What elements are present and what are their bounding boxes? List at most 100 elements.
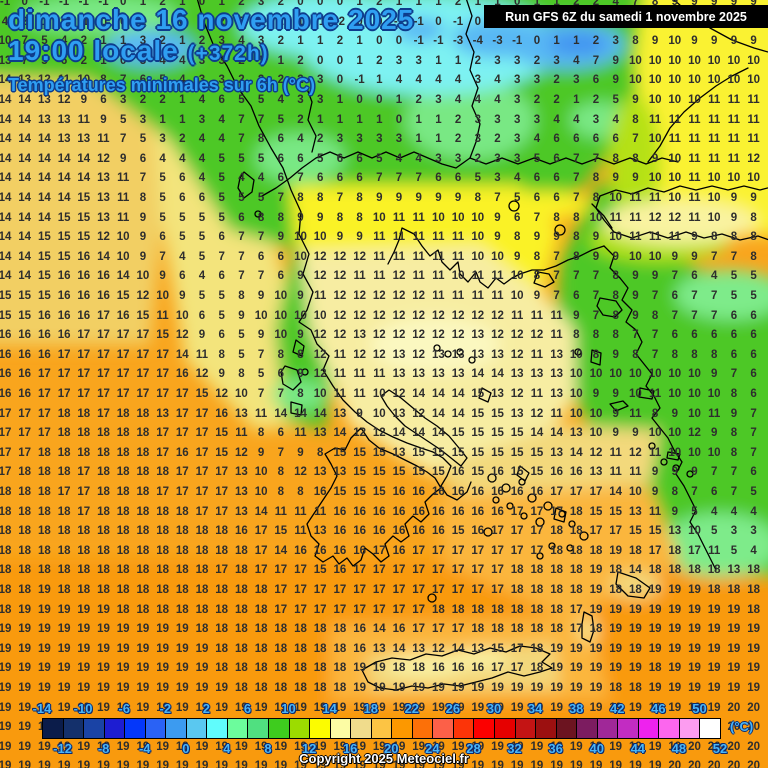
grid-value: 14 <box>392 642 406 655</box>
grid-value: 9 <box>691 466 698 479</box>
grid-value: 1 <box>376 113 383 126</box>
grid-value: 16 <box>175 368 189 381</box>
grid-value: 3 <box>513 54 521 67</box>
grid-value: 17 <box>510 662 524 675</box>
grid-value: 7 <box>750 427 757 440</box>
grid-value: 8 <box>277 486 284 498</box>
grid-value: 8 <box>750 250 757 263</box>
grid-value: 4 <box>1 15 9 28</box>
title-time: 19:00 locale <box>8 35 179 66</box>
grid-value: 10 <box>727 172 741 185</box>
grid-value: 14 <box>18 231 32 244</box>
grid-value: 17 <box>156 348 169 361</box>
grid-value: 18 <box>37 486 51 498</box>
grid-value: 7 <box>494 192 501 204</box>
grid-value: 9 <box>218 368 225 381</box>
grid-value: 8 <box>651 309 659 322</box>
grid-value: 1 <box>297 15 304 28</box>
grid-value: 15 <box>491 446 504 459</box>
grid-value: 19 <box>136 682 150 694</box>
scale-label: -10 <box>73 701 93 716</box>
grid-value: 19 <box>37 642 51 655</box>
grid-value: 16 <box>0 368 12 381</box>
grid-value: 18 <box>569 505 583 518</box>
grid-value: 7 <box>592 54 600 67</box>
grid-value: 11 <box>708 94 721 106</box>
grid-value: 6 <box>710 486 718 498</box>
grid-value: 10 <box>589 368 603 381</box>
grid-value: 18 <box>254 642 268 655</box>
grid-value: 12 <box>333 250 347 263</box>
grid-value: 1 <box>435 54 442 67</box>
grid-value: 19 <box>628 740 642 753</box>
grid-value: 6 <box>218 231 225 244</box>
scale-cell <box>494 718 516 739</box>
grid-value: 3 <box>513 133 521 146</box>
grid-value: 9 <box>750 192 757 204</box>
grid-value: 9 <box>612 74 619 87</box>
grid-value: 16 <box>333 544 347 557</box>
grid-value: 16 <box>431 662 445 675</box>
grid-value: 11 <box>727 94 740 106</box>
grid-value: 20 <box>727 760 741 768</box>
scale-label: 20 <box>384 741 399 756</box>
grid-value: 18 <box>97 564 110 577</box>
grid-value: 6 <box>277 172 284 185</box>
grid-value: 19 <box>57 642 71 655</box>
grid-value: 9 <box>356 231 363 244</box>
grid-value: 10 <box>727 54 741 67</box>
scale-label: 38 <box>568 701 584 716</box>
grid-value: 19 <box>688 701 701 714</box>
grid-value: 19 <box>116 682 130 694</box>
grid-value: 11 <box>688 211 701 224</box>
grid-value: 19 <box>491 682 504 694</box>
grid-value: 9 <box>179 290 186 302</box>
grid-value: 18 <box>195 564 209 577</box>
grid-value: 9 <box>612 348 619 361</box>
grid-value: 12 <box>589 446 603 459</box>
grid-value: 11 <box>649 446 662 459</box>
grid-value: 18 <box>57 564 71 577</box>
grid-value: 1 <box>100 54 107 67</box>
grid-value: 7 <box>710 309 718 322</box>
grid-value: 9 <box>415 192 422 204</box>
grid-value: 18 <box>589 623 603 636</box>
grid-value: 9 <box>671 466 678 479</box>
grid-value: 3 <box>316 74 324 87</box>
grid-value: 13 <box>37 113 51 126</box>
grid-value: 6 <box>671 329 678 342</box>
grid-value: 10 <box>648 74 662 87</box>
grid-value: 18 <box>215 584 229 596</box>
grid-value: -1 <box>393 15 405 28</box>
grid-value: 18 <box>136 544 150 557</box>
grid-value: 8 <box>612 152 619 165</box>
grid-value: 11 <box>392 250 406 263</box>
grid-value: 19 <box>195 701 209 714</box>
grid-value: 12 <box>392 270 406 283</box>
grid-value: 10 <box>431 211 445 224</box>
grid-value: 15 <box>274 525 288 538</box>
grid-value: 19 <box>57 662 71 675</box>
grid-value: 9 <box>376 192 383 204</box>
grid-value: 16 <box>451 466 465 479</box>
grid-value: 11 <box>629 466 642 479</box>
grid-value: 9 <box>710 427 718 440</box>
grid-value: 17 <box>175 388 189 400</box>
grid-value: 18 <box>569 544 583 557</box>
grid-value: 14 <box>37 211 51 224</box>
grid-value: 18 <box>57 446 71 459</box>
scale-label: 16 <box>342 741 358 756</box>
grid-value: 18 <box>550 525 563 538</box>
grid-value: 9 <box>632 270 639 283</box>
grid-value: 7 <box>573 270 580 283</box>
grid-value: 11 <box>530 388 543 400</box>
grid-value: 19 <box>471 701 485 714</box>
grid-value: 16 <box>116 309 130 322</box>
grid-value: 3 <box>257 15 265 28</box>
grid-value: 12 <box>372 348 386 361</box>
grid-value: 14 <box>609 486 623 498</box>
grid-value: 4 <box>198 133 206 146</box>
grid-value: 20 <box>747 740 760 753</box>
grid-value: 18 <box>18 525 32 538</box>
